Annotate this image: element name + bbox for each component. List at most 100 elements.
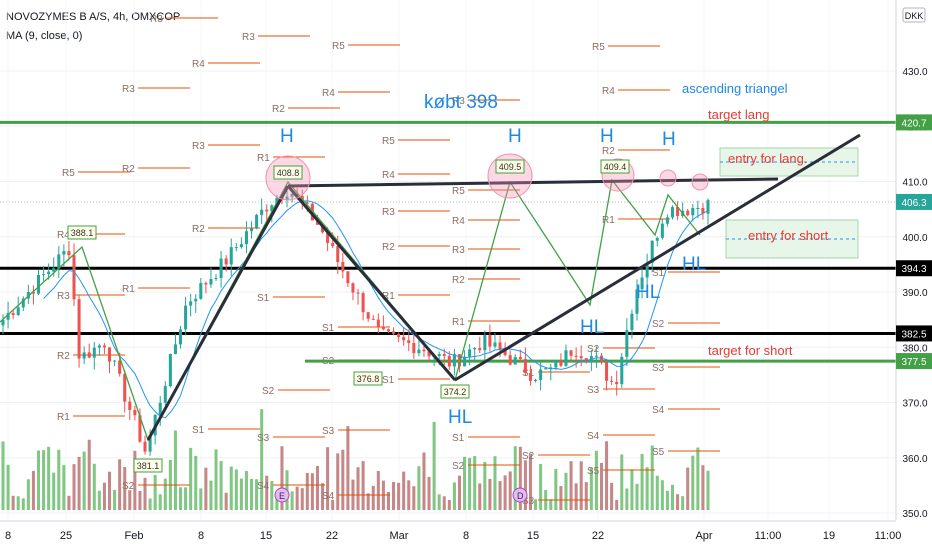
candle-body <box>168 354 172 387</box>
volume-bar <box>260 409 264 510</box>
candle-body <box>493 342 497 347</box>
volume-bar <box>270 481 274 510</box>
y-tick-label: 430.0 <box>902 67 927 78</box>
peak-label-text: 388.1 <box>71 228 94 238</box>
volume-bar <box>508 471 512 510</box>
candle-body <box>427 351 431 357</box>
candle-body <box>178 329 183 345</box>
volume-bar <box>660 480 664 510</box>
candle-body <box>564 350 568 366</box>
volume-bar <box>549 499 553 510</box>
pivot-label: S4 <box>322 491 335 502</box>
volume-bar <box>579 461 583 510</box>
volume-bar <box>326 447 330 510</box>
volume-bar <box>564 472 568 510</box>
pivot-label: R1 <box>452 317 465 328</box>
candle-body <box>57 254 61 269</box>
candle-body <box>513 357 517 365</box>
pivot-label: R3 <box>192 141 205 152</box>
volume-bar <box>488 478 492 510</box>
volume-bar <box>407 480 411 510</box>
volume-bar <box>194 455 198 510</box>
pivot-label: S1 <box>192 425 205 436</box>
annotations: købt 398 ascending triangel target lang ent… <box>274 81 829 503</box>
candle-body <box>341 262 345 272</box>
event-marker-D <box>512 487 528 503</box>
volume-bar <box>214 449 218 510</box>
level-price-tag <box>896 193 932 210</box>
volume-bar <box>133 450 137 510</box>
candle-body <box>250 227 254 232</box>
volume-bar <box>589 467 593 510</box>
volume-bars <box>1 409 710 510</box>
indicator-legend[interactable]: MA (9, close, 0) <box>6 30 83 42</box>
volume-bar <box>97 490 101 510</box>
grid <box>0 0 896 520</box>
candle-body <box>356 292 360 294</box>
candle-body <box>315 220 319 225</box>
pivot-label: R2 <box>122 164 135 175</box>
candle-body <box>234 247 238 249</box>
annotation-target-short: target for short <box>708 343 793 358</box>
candle-body <box>143 441 147 452</box>
volume-bar <box>346 426 350 510</box>
candle-body <box>371 318 375 320</box>
candle-body <box>184 305 188 330</box>
pivot-label: R4 <box>192 59 205 70</box>
volume-bar <box>250 478 254 510</box>
volume-bar <box>295 486 299 510</box>
volume-bar <box>630 469 634 510</box>
volume-bar <box>31 470 35 510</box>
candle-body <box>544 368 548 370</box>
volume-bar <box>244 470 248 510</box>
volume-bar <box>178 487 183 510</box>
candle-body <box>239 244 243 248</box>
candle-body <box>173 344 177 355</box>
volume-bar <box>513 446 517 510</box>
volume-bar <box>605 441 609 510</box>
candle-body <box>523 359 527 374</box>
candle-body <box>113 360 117 362</box>
candle-body <box>148 435 152 452</box>
volume-bar <box>72 464 76 510</box>
volume-bar <box>11 495 15 510</box>
candle-body <box>265 209 269 212</box>
pivot-label: R2 <box>602 146 615 157</box>
candle-body <box>87 352 91 358</box>
volume-bar <box>625 488 629 510</box>
volume-bar <box>655 475 659 510</box>
pivot-label: S1 <box>322 323 335 334</box>
pivot-label: R5 <box>382 136 395 147</box>
candle-body <box>635 289 639 314</box>
volume-bar <box>82 451 86 510</box>
volume-bar <box>376 470 380 510</box>
candle-body <box>630 313 634 331</box>
volume-bar <box>473 456 477 510</box>
volume-bar <box>305 472 309 510</box>
volume-bar <box>158 494 162 510</box>
volume-bar <box>701 465 705 510</box>
volume-bar <box>696 447 700 510</box>
candle-body <box>610 380 614 382</box>
volume-bar <box>275 497 279 510</box>
candle-body <box>665 217 669 224</box>
candle-body <box>270 205 274 212</box>
volume-bar <box>432 421 436 510</box>
pivot-label: S2 <box>452 461 465 472</box>
volume-bar <box>280 446 284 510</box>
candle-body <box>16 307 20 316</box>
volume-bar <box>483 462 487 510</box>
pivot-label: R3 <box>242 32 255 43</box>
volume-bar <box>265 475 269 510</box>
x-tick-label: Apr <box>695 530 712 542</box>
volume-bar <box>635 483 639 510</box>
annotation-target-lang: target lang <box>708 107 769 122</box>
annotation-H: H <box>600 126 614 147</box>
volume-bar <box>442 496 446 510</box>
volume-bar <box>676 494 680 510</box>
candle-body <box>686 210 690 216</box>
pivot-label: R2 <box>272 104 285 115</box>
candle-body <box>219 258 223 279</box>
candle-body <box>650 240 654 263</box>
